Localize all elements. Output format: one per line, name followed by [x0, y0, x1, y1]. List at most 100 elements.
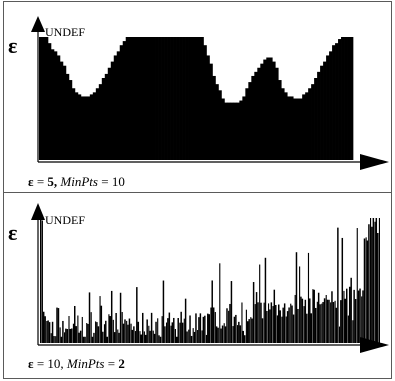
- plot-2-bar: [275, 304, 277, 343]
- plot-2-bar: [295, 252, 298, 343]
- plot-2-bar: [343, 290, 345, 343]
- plot-1-bar: [86, 96, 91, 160]
- plot-1-bar: [254, 71, 258, 160]
- plot-2-bar: [259, 264, 261, 343]
- plot-2-bar: [346, 288, 348, 343]
- plot-2-bar: [62, 320, 64, 343]
- plot-2-bar: [88, 292, 91, 343]
- plot-2-bar: [71, 328, 73, 343]
- plot-2-bar: [241, 302, 243, 343]
- plot-2-bar: [148, 325, 150, 343]
- plot-2-bar: [332, 302, 335, 343]
- plot-1-bar: [140, 37, 145, 160]
- plot-2-bar: [285, 316, 287, 343]
- plot-2-bar: [291, 305, 293, 343]
- plot-1-bar: [131, 37, 136, 160]
- plot-2-bar: [314, 307, 317, 343]
- plot-2-bar: [90, 312, 92, 343]
- plot-2-bar: [292, 314, 295, 343]
- plot-2-bar: [100, 305, 103, 343]
- plot-2-bar: [180, 311, 182, 343]
- plot-2-bar: [197, 330, 199, 343]
- plot-2-bar: [115, 313, 117, 343]
- plot-2-bar: [288, 307, 290, 343]
- plot-2-bar: [97, 326, 100, 343]
- plot-2-bar: [173, 317, 175, 343]
- plot-2-bar: [189, 315, 191, 343]
- plot-1-bar: [107, 67, 112, 160]
- plot-2-bar: [363, 238, 366, 343]
- plot-2-bar: [56, 307, 58, 343]
- plot-2-bar: [264, 257, 267, 343]
- plot-2-bar: [307, 252, 310, 343]
- plot-1-bar: [212, 75, 216, 160]
- plot-2-bar: [334, 300, 336, 343]
- plot-2-bar: [188, 329, 190, 343]
- plot-2-bar: [79, 330, 82, 343]
- plot-2-bar: [162, 280, 165, 343]
- plot-2-bar: [233, 316, 236, 343]
- plot-2-bar: [118, 332, 120, 343]
- plot-1-bar: [134, 37, 139, 160]
- plot-2-bar: [207, 313, 209, 343]
- plot-2-bar: [93, 332, 95, 343]
- plot-2-bar: [214, 312, 216, 343]
- plot-2-bar: [55, 336, 57, 343]
- plot-2-bar: [176, 336, 178, 343]
- plot-2-bar: [102, 331, 104, 343]
- plot-2-bar: [198, 317, 200, 343]
- plot-1-bar: [296, 98, 300, 160]
- plot-2-bar: [208, 314, 210, 343]
- plot-2-bar: [130, 323, 132, 343]
- plot-2-bar: [341, 237, 344, 343]
- plot-2-bar: [51, 321, 54, 343]
- plot-2-bar: [190, 335, 193, 343]
- plot-2-bar: [158, 335, 160, 343]
- plot-2-bar: [205, 334, 208, 343]
- plot-2-caption-eps-value: 10: [47, 356, 61, 371]
- plot-1-bar: [335, 43, 339, 160]
- plot-1-bar: [137, 37, 142, 160]
- plot-2-bar: [323, 298, 326, 343]
- plot-2-bar: [121, 312, 123, 343]
- plot-2-bar: [246, 321, 249, 343]
- plot-2-caption-eq: =: [33, 356, 48, 371]
- plot-1-bar: [218, 90, 222, 160]
- plot-2-caption-sep: ,: [60, 356, 67, 371]
- plot-1-caption-minpts: MinPts: [60, 174, 98, 189]
- plot-1-bar: [116, 51, 121, 160]
- plot-1-bar: [329, 51, 333, 160]
- plot-2-bar: [377, 233, 379, 343]
- plot-2-bar: [84, 336, 86, 343]
- plot-2-bar: [69, 328, 72, 343]
- plot-1-bar: [125, 37, 130, 160]
- plot-2-bar: [74, 305, 76, 343]
- plot-2-bar: [57, 308, 60, 343]
- plot-2-bar: [40, 218, 42, 343]
- plot-1-bar: [230, 102, 234, 160]
- plot-1-bar: [77, 94, 82, 160]
- plot-2-bar: [306, 313, 308, 343]
- plot-2-bar: [122, 323, 125, 343]
- plot-2-bar: [66, 329, 69, 343]
- plot-2-bar: [316, 301, 318, 343]
- plot-2-caption-minpts: MinPts: [66, 356, 105, 371]
- plot-2-bar: [48, 322, 51, 343]
- plot-2-bar: [263, 302, 265, 343]
- plot-2-bar: [321, 303, 323, 343]
- plot-2-bar: [279, 310, 281, 343]
- plot-1-bar: [248, 82, 252, 160]
- plot-2-bar: [211, 280, 213, 343]
- plot-1-bar: [167, 37, 171, 160]
- plot-2-bar: [126, 320, 128, 343]
- plot-2-bar: [108, 314, 110, 343]
- plot-2-bar: [338, 326, 341, 343]
- plot-2-bar: [131, 329, 134, 343]
- plot-1-bar: [257, 67, 261, 160]
- plot-2-bar: [232, 326, 234, 343]
- plot-1-bar: [188, 37, 192, 160]
- plot-2-bar: [352, 320, 354, 343]
- plot-2-bar: [272, 306, 274, 343]
- plot-2-caption-minpts-value: 2: [118, 356, 125, 371]
- plot-1-bar: [194, 37, 198, 160]
